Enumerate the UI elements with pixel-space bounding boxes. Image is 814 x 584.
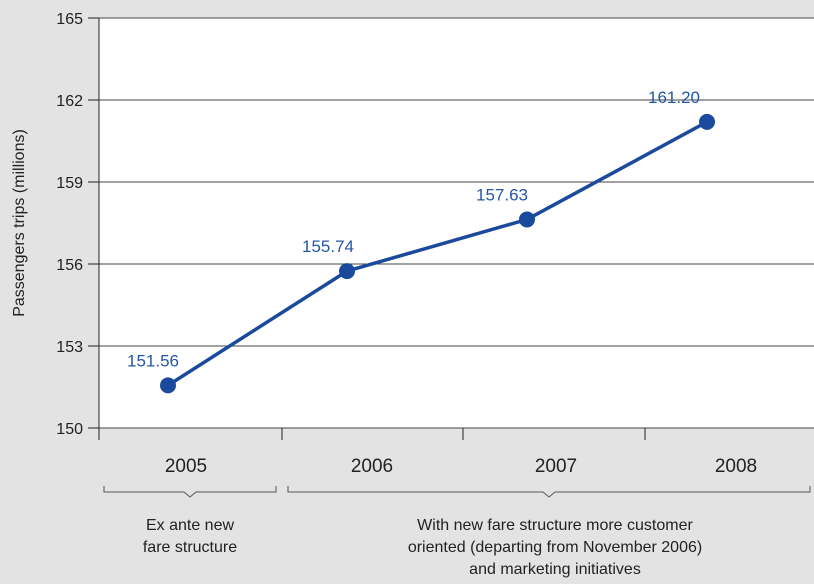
y-tick-label: 156 [56, 257, 83, 274]
data-point-2005 [160, 377, 176, 394]
annotation-notes: Ex ante new fare structure With new fare s… [143, 517, 702, 578]
y-tick-label: 150 [56, 421, 83, 438]
x-category-label: 2008 [715, 456, 757, 477]
y-tick-label: 165 [56, 11, 83, 28]
x-category-label: 2005 [165, 456, 207, 477]
annotation-line: oriented (departing from November 2006) [408, 539, 702, 556]
x-axis-categories: 2005 2006 2007 2008 [165, 456, 757, 477]
data-label-2005: 151.56 [127, 351, 179, 370]
series-line-group [167, 120, 708, 387]
y-axis-title: Passengers trips (millions) [11, 129, 28, 317]
annotation-line: fare structure [143, 539, 237, 556]
bracket-before-new-fare [103, 486, 277, 498]
annotation-line: With new fare structure more customer [417, 517, 693, 534]
plot-area [99, 18, 814, 428]
x-category-label: 2007 [535, 456, 577, 477]
gridlines [99, 17, 814, 429]
data-label-2008: 161.20 [648, 88, 700, 107]
annotation-brackets [103, 486, 811, 498]
data-label-2006: 155.74 [302, 237, 354, 256]
data-point-2008 [699, 113, 715, 130]
x-axis-ticks [98, 428, 646, 440]
bracket-after-new-fare [287, 486, 811, 498]
y-axis-ticks: 150 153 156 159 162 165 [56, 11, 99, 438]
x-category-label: 2006 [351, 456, 393, 477]
data-labels: 151.56 155.74 157.63 161.20 [127, 88, 700, 370]
y-tick-label: 162 [56, 93, 83, 110]
data-points [160, 113, 715, 394]
data-point-2007 [519, 211, 535, 228]
y-tick-label: 153 [56, 339, 83, 356]
data-label-2007: 157.63 [476, 185, 528, 204]
y-tick-label: 159 [56, 175, 83, 192]
series-line [167, 120, 708, 387]
data-point-2006 [339, 263, 355, 280]
annotation-line: Ex ante new [146, 517, 235, 534]
annotation-line: and marketing initiatives [469, 561, 641, 578]
